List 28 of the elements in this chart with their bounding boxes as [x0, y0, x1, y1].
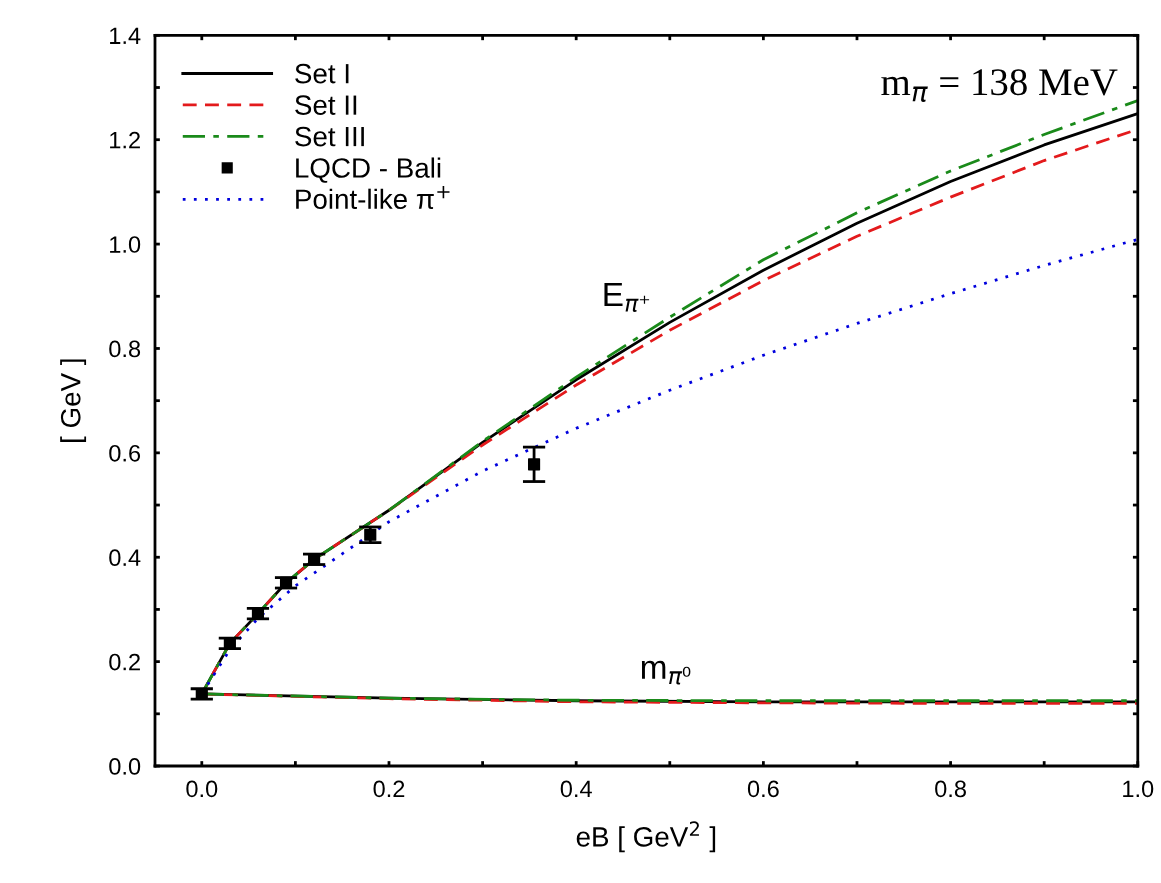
y-tick-label: 0.6: [109, 444, 141, 462]
x-tick-label: 0.8: [935, 780, 966, 798]
y-tick-label: 0.4: [109, 549, 141, 567]
legend-label: Point-like π$^{+}$: [296, 185, 450, 210]
x-tick-label: 0.2: [373, 780, 405, 798]
x-axis-title: eB [ GeV$^{2}$ ]: [576, 821, 716, 853]
y-tick-label: 1.2: [110, 131, 140, 149]
annotation: m$_{π}$ = 138 MeV: [881, 69, 1118, 102]
x-tick-label: 0.0: [186, 780, 218, 798]
legend-label: Set I: [295, 63, 349, 84]
annotation: m$_{π⁰}$: [641, 660, 691, 685]
y-tick-label: 0.2: [109, 653, 140, 671]
x-tick-label: 0.6: [747, 780, 779, 798]
y-axis-title: [ GeV ]: [60, 359, 87, 442]
annotation: E$_{π⁺}$: [604, 283, 650, 312]
point: [251, 607, 265, 620]
legend-label: Set II: [295, 95, 357, 115]
point: [364, 528, 377, 541]
y-tick-label: 0.0: [109, 758, 141, 775]
y-tick-label: 1.0: [110, 236, 141, 253]
x-tick-label: 0.4: [560, 780, 592, 798]
point: [279, 576, 293, 589]
y-tick-label: 0.8: [109, 340, 141, 358]
y-tick-label: 1.4: [110, 27, 141, 44]
point: [527, 458, 541, 471]
x-tick-label: 1.0: [1123, 780, 1154, 798]
legend-label: LQCD - Bali: [296, 157, 441, 183]
legend-label: Set III: [295, 126, 364, 147]
